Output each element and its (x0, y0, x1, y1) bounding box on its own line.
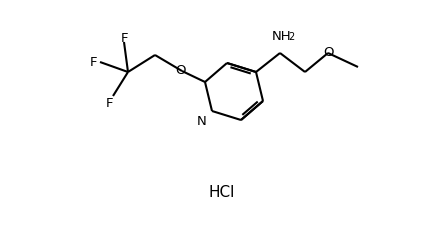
Text: N: N (197, 115, 207, 127)
Text: NH: NH (272, 29, 292, 42)
Text: HCl: HCl (209, 185, 235, 200)
Text: O: O (324, 46, 334, 59)
Text: 2: 2 (288, 32, 294, 42)
Text: O: O (176, 64, 186, 77)
Text: F: F (106, 97, 114, 110)
Text: F: F (90, 56, 98, 69)
Text: F: F (121, 31, 129, 44)
